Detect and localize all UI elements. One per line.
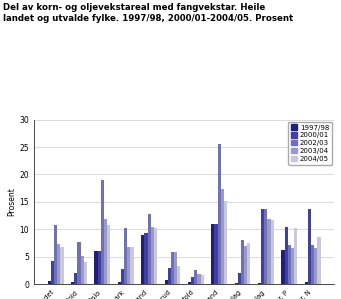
Bar xyxy=(308,210,311,284)
Bar xyxy=(168,268,171,284)
Bar xyxy=(71,282,74,284)
Bar xyxy=(51,261,54,284)
Bar xyxy=(60,247,63,284)
Bar xyxy=(80,256,84,284)
Bar xyxy=(305,282,308,284)
Bar xyxy=(214,224,218,284)
Bar xyxy=(144,233,148,284)
Bar xyxy=(48,281,51,284)
Bar xyxy=(74,273,77,284)
Bar xyxy=(221,189,224,284)
Bar xyxy=(317,237,321,284)
Bar xyxy=(188,282,191,284)
Bar xyxy=(131,247,134,284)
Bar xyxy=(118,282,121,284)
Bar xyxy=(238,273,241,284)
Bar xyxy=(201,275,204,284)
Bar xyxy=(218,144,221,284)
Bar xyxy=(127,247,131,284)
Bar xyxy=(267,219,271,284)
Bar xyxy=(281,250,284,284)
Bar xyxy=(141,235,144,284)
Text: Del av korn- og oljevekstareal med fangvekstar. Heile
landet og utvalde fylke. 1: Del av korn- og oljevekstareal med fangv… xyxy=(3,3,294,23)
Bar xyxy=(241,240,244,284)
Bar xyxy=(224,201,227,284)
Bar xyxy=(84,262,87,284)
Bar xyxy=(165,280,168,284)
Bar xyxy=(294,228,297,284)
Bar xyxy=(211,224,214,284)
Bar xyxy=(174,252,177,284)
Bar xyxy=(314,248,317,284)
Bar xyxy=(194,270,197,284)
Bar xyxy=(177,266,180,284)
Bar xyxy=(284,227,288,284)
Bar xyxy=(271,220,274,284)
Bar xyxy=(154,228,157,284)
Bar xyxy=(264,210,267,284)
Bar xyxy=(261,210,264,284)
Bar xyxy=(291,248,294,284)
Bar xyxy=(311,245,314,284)
Bar xyxy=(171,252,174,284)
Bar xyxy=(94,251,98,284)
Bar xyxy=(244,246,247,284)
Bar xyxy=(151,227,154,284)
Bar xyxy=(148,214,151,284)
Bar xyxy=(107,225,110,284)
Bar xyxy=(104,219,107,284)
Bar xyxy=(197,274,201,284)
Bar xyxy=(258,283,261,284)
Bar xyxy=(124,228,127,284)
Legend: 1997/98, 2000/01, 2002/03, 2003/04, 2004/05: 1997/98, 2000/01, 2002/03, 2003/04, 2004… xyxy=(288,122,332,164)
Bar xyxy=(101,180,104,284)
Bar xyxy=(191,277,194,284)
Bar xyxy=(54,225,57,284)
Bar xyxy=(57,244,60,284)
Bar xyxy=(235,283,238,284)
Bar xyxy=(288,245,291,284)
Y-axis label: Prosent: Prosent xyxy=(8,187,17,216)
Bar xyxy=(98,251,101,284)
Bar xyxy=(77,242,80,284)
Bar xyxy=(247,243,250,284)
Bar xyxy=(121,269,124,284)
